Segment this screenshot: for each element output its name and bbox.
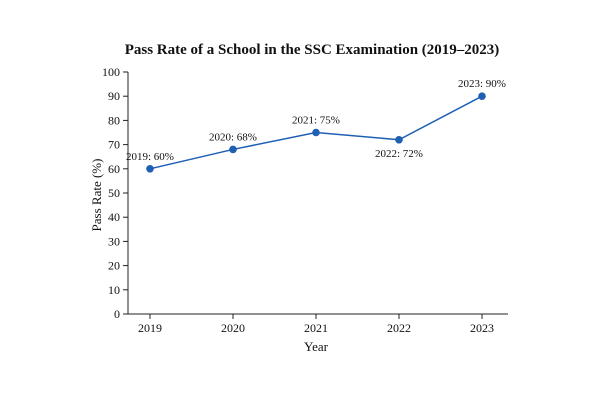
y-tick-label: 60 — [108, 162, 120, 176]
y-tick-label: 20 — [108, 259, 120, 273]
x-tick-label: 2020 — [221, 321, 245, 335]
y-tick-label: 50 — [108, 186, 120, 200]
chart-title: Pass Rate of a School in the SSC Examina… — [125, 42, 500, 58]
y-tick-label: 10 — [108, 283, 120, 297]
y-tick-label: 70 — [108, 138, 120, 152]
y-tick-label: 80 — [108, 113, 120, 127]
y-tick-label: 40 — [108, 210, 120, 224]
data-label: 2021: 75% — [292, 115, 340, 127]
x-tick-label: 2021 — [304, 321, 328, 335]
y-axis-ticks: 0 10 20 30 40 50 60 70 80 90 100 — [102, 65, 128, 321]
x-axis-label: Year — [304, 339, 329, 354]
y-tick-label: 30 — [108, 234, 120, 248]
data-point — [146, 165, 154, 173]
data-label: 2023: 90% — [458, 78, 506, 90]
x-axis-ticks: 2019 2020 2021 2022 2023 — [138, 314, 494, 335]
data-label: 2019: 60% — [126, 151, 174, 163]
y-tick-label: 100 — [102, 65, 120, 79]
x-tick-label: 2023 — [470, 321, 494, 335]
data-point — [229, 145, 237, 154]
data-point — [395, 135, 403, 144]
data-label: 2022: 72% — [375, 148, 423, 160]
y-tick-label: 0 — [114, 307, 120, 321]
y-tick-label: 90 — [108, 89, 120, 103]
y-axis-label: Pass Rate (%) — [89, 159, 104, 232]
axes — [127, 72, 508, 315]
x-tick-label: 2022 — [387, 321, 411, 335]
x-tick-label: 2019 — [138, 321, 162, 335]
data-point — [478, 92, 486, 100]
series-pass-rate — [146, 92, 486, 173]
data-label: 2020: 68% — [209, 131, 257, 143]
data-labels: 2019: 60% 2020: 68% 2021: 75% 2022: 72% 2023… — [126, 78, 506, 163]
data-point — [312, 128, 320, 137]
